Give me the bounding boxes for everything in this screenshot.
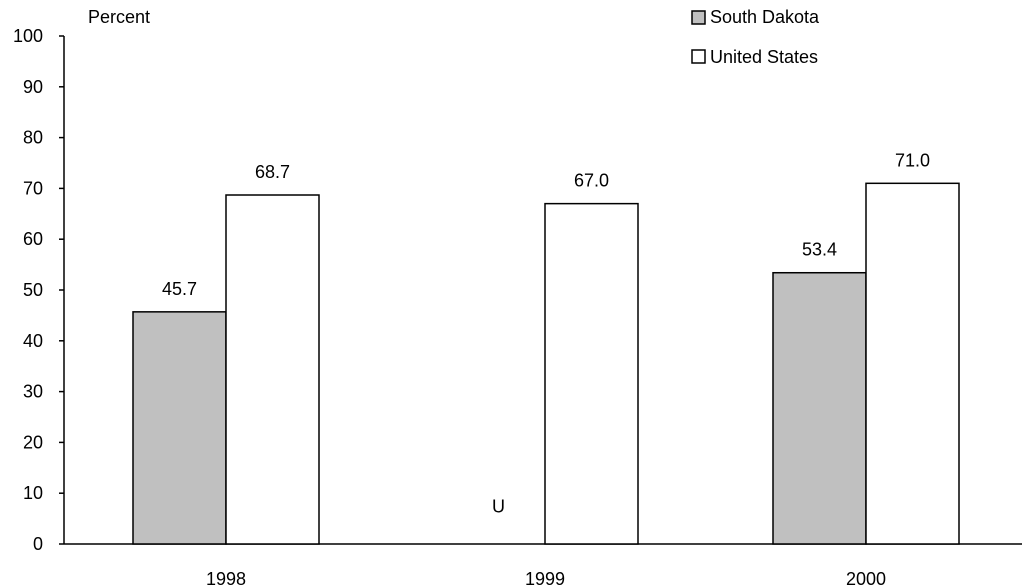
x-axis: 1998 1999 2000 (64, 543, 1022, 588)
legend: South Dakota United States (691, 7, 820, 67)
bar-south-dakota-2000 (772, 271, 867, 545)
y-tick-label: 80 (23, 128, 43, 148)
legend-swatch-united-states (691, 49, 706, 64)
y-tick-label: 10 (23, 483, 43, 503)
legend-label-united-states: United States (710, 47, 818, 67)
bar-united-states-1999 (544, 202, 639, 545)
y-axis-label: Percent (88, 7, 150, 27)
y-tick-label: 90 (23, 77, 43, 97)
y-tick-label: 20 (23, 432, 43, 452)
legend-swatch-south-dakota (691, 10, 706, 25)
y-tick-label: 0 (33, 534, 43, 554)
data-label-south-dakota-1999: U (492, 497, 505, 517)
x-category-label-1998: 1998 (206, 569, 246, 588)
bar-united-states-2000 (865, 182, 960, 545)
y-tick-label: 50 (23, 280, 43, 300)
x-category-label-1999: 1999 (525, 569, 565, 588)
data-label-south-dakota-2000: 53.4 (802, 240, 837, 260)
bars (132, 182, 960, 545)
bar-united-states-1998 (225, 194, 320, 545)
x-category-label-2000: 2000 (846, 569, 886, 588)
y-axis: 0 10 20 30 40 50 60 70 80 90 100 (13, 26, 65, 554)
data-labels: 45.7 U 53.4 68.7 67.0 71.0 (162, 150, 930, 516)
y-tick-label: 30 (23, 382, 43, 402)
bar-south-dakota-1998 (132, 311, 227, 545)
data-label-south-dakota-1998: 45.7 (162, 279, 197, 299)
data-label-united-states-2000: 71.0 (895, 150, 930, 170)
data-label-united-states-1998: 68.7 (255, 162, 290, 182)
y-tick-label: 60 (23, 229, 43, 249)
legend-label-south-dakota: South Dakota (710, 7, 820, 27)
y-tick-label: 40 (23, 331, 43, 351)
y-tick-label: 70 (23, 178, 43, 198)
y-tick-label: 100 (13, 26, 43, 46)
data-label-united-states-1999: 67.0 (574, 171, 609, 191)
